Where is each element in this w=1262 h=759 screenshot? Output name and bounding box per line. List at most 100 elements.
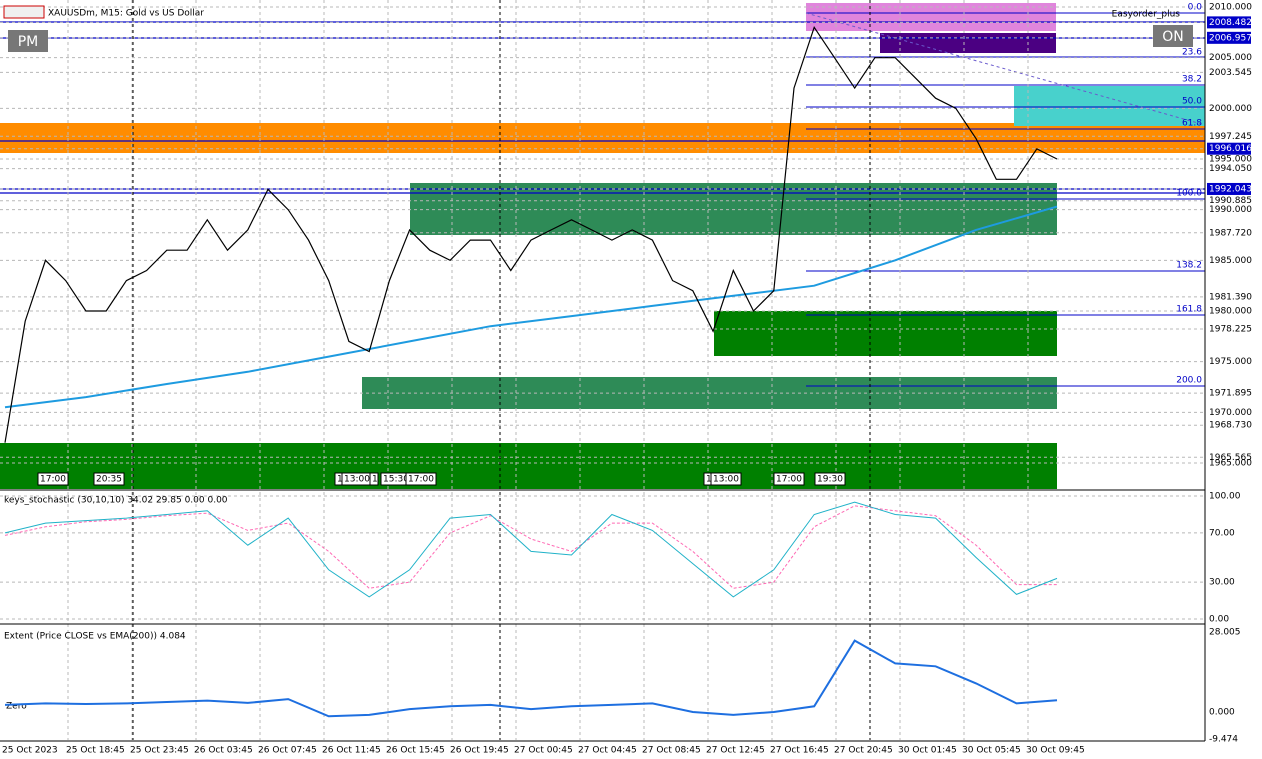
indicator-title: keys_stochastic (30,10,10) 34.02 29.85 0… bbox=[4, 496, 228, 506]
price-label: 1981.390 bbox=[1209, 292, 1252, 302]
price-label: 2006.957 bbox=[1209, 33, 1252, 43]
time-axis-label: 27 Oct 08:45 bbox=[642, 746, 701, 756]
time-tag bbox=[93, 472, 125, 486]
fib-label: 61.8 bbox=[1182, 119, 1202, 129]
price-line bbox=[4, 25, 1058, 443]
extent-axis-label: 28.005 bbox=[1209, 628, 1241, 638]
time-axis-label: 26 Oct 03:45 bbox=[194, 746, 253, 756]
zone bbox=[0, 443, 1057, 489]
price-label: 1997.245 bbox=[1209, 132, 1252, 142]
price-label: 1987.720 bbox=[1209, 228, 1252, 238]
zero-label: Zero bbox=[6, 702, 27, 712]
time-axis-label: 26 Oct 07:45 bbox=[258, 746, 317, 756]
time-tag-label: 20:35 bbox=[96, 475, 122, 485]
time-axis-label: 25 Oct 23:45 bbox=[130, 746, 189, 756]
time-tag-label: 1 bbox=[706, 475, 712, 485]
time-tag bbox=[37, 472, 69, 486]
time-tag bbox=[773, 472, 805, 486]
time-axis-label: 27 Oct 16:45 bbox=[770, 746, 829, 756]
fib-label: 200.0 bbox=[1176, 376, 1202, 386]
fib-label: 138.2 bbox=[1176, 261, 1202, 271]
extent-line bbox=[4, 639, 1058, 718]
price-tag bbox=[1207, 182, 1251, 195]
fib-label: 100.0 bbox=[1176, 189, 1202, 199]
price-label: 1975.000 bbox=[1209, 357, 1252, 367]
zone bbox=[1014, 86, 1205, 126]
time-tag bbox=[369, 472, 379, 486]
fib-label: 23.6 bbox=[1182, 48, 1202, 58]
time-axis-label: 30 Oct 05:45 bbox=[962, 746, 1021, 756]
price-tag bbox=[1207, 31, 1251, 44]
time-axis-label: 27 Oct 20:45 bbox=[834, 746, 893, 756]
price-label: 1971.895 bbox=[1209, 389, 1252, 399]
price-label: 1995.000 bbox=[1209, 155, 1252, 165]
fib-label: 50.0 bbox=[1182, 97, 1202, 107]
price-label: 1970.000 bbox=[1209, 408, 1252, 418]
price-label: 1990.885 bbox=[1209, 196, 1252, 206]
price-label: 1965.565 bbox=[1209, 453, 1252, 463]
on-label: ON bbox=[1162, 29, 1184, 45]
ema-line bbox=[4, 205, 1058, 409]
stoch-axis-label: 30.00 bbox=[1209, 578, 1235, 588]
stoch-axis-label: 100.00 bbox=[1209, 492, 1241, 502]
chart-title: XAUUSDm, M15: Gold vs US Dollar bbox=[48, 9, 204, 19]
price-label: 2005.000 bbox=[1209, 53, 1252, 63]
zone bbox=[880, 33, 1056, 53]
price-label: 2008.482 bbox=[1209, 18, 1252, 28]
stoch-axis-label: 0.00 bbox=[1209, 615, 1229, 625]
menu-icons[interactable] bbox=[3, 5, 45, 19]
price-label: 1990.000 bbox=[1209, 205, 1252, 215]
extent-axis-label: -9.474 bbox=[1209, 735, 1238, 745]
time-tag bbox=[814, 472, 846, 486]
price-label: 2000.000 bbox=[1209, 104, 1252, 114]
zone bbox=[410, 183, 1057, 235]
time-tag-label: 15:30 bbox=[383, 475, 409, 485]
price-label: 1980.000 bbox=[1209, 307, 1252, 317]
time-axis-label: 30 Oct 01:45 bbox=[898, 746, 957, 756]
price-label: 2003.545 bbox=[1209, 68, 1252, 78]
pm-label: PM bbox=[18, 34, 39, 50]
time-tag bbox=[405, 472, 437, 486]
time-tag-label: 17:00 bbox=[776, 475, 802, 485]
pm-button[interactable] bbox=[8, 30, 48, 52]
time-tag-label: 13:00 bbox=[344, 475, 370, 485]
time-axis-label: 26 Oct 19:45 bbox=[450, 746, 509, 756]
time-tag-label: 17:00 bbox=[40, 475, 66, 485]
price-tag bbox=[1207, 16, 1251, 29]
price-label: 1978.225 bbox=[1209, 324, 1252, 334]
time-axis-label: 25 Oct 2023 bbox=[2, 746, 58, 756]
zone bbox=[0, 123, 1205, 153]
zone bbox=[714, 311, 1057, 356]
time-axis-label: 27 Oct 00:45 bbox=[514, 746, 573, 756]
zone bbox=[806, 3, 1056, 31]
fib-label: 0.0 bbox=[1188, 3, 1203, 13]
on-button[interactable] bbox=[1153, 25, 1193, 47]
time-axis-label: 26 Oct 15:45 bbox=[386, 746, 445, 756]
price-tag bbox=[1207, 142, 1251, 155]
price-label: 1985.000 bbox=[1209, 256, 1252, 266]
indicator-title: Extent (Price CLOSE vs EMA(200)) 4.084 bbox=[4, 632, 186, 642]
price-label: 1992.043 bbox=[1209, 184, 1252, 194]
time-tag-label: 17:00 bbox=[408, 475, 434, 485]
fib-label: 38.2 bbox=[1182, 75, 1202, 85]
grid bbox=[0, 0, 1205, 740]
fib-label: 161.8 bbox=[1176, 305, 1202, 315]
time-axis-label: 27 Oct 12:45 bbox=[706, 746, 765, 756]
panel-label[interactable]: Easyorder_plus bbox=[1112, 10, 1181, 20]
time-tag-label: 1 bbox=[372, 475, 378, 485]
time-axis-label: 30 Oct 09:45 bbox=[1026, 746, 1085, 756]
time-tag-label: 19:30 bbox=[817, 475, 843, 485]
time-tag-label: 1 bbox=[337, 475, 343, 485]
time-tag-label: 13:00 bbox=[713, 475, 739, 485]
price-label: 1968.730 bbox=[1209, 421, 1252, 431]
time-axis-label: 27 Oct 04:45 bbox=[578, 746, 637, 756]
time-tag bbox=[710, 472, 742, 486]
fib-lines bbox=[806, 12, 1205, 387]
time-axis-label: 25 Oct 18:45 bbox=[66, 746, 125, 756]
stoch-axis-label: 70.00 bbox=[1209, 528, 1235, 538]
price-label: 2010.000 bbox=[1209, 3, 1252, 13]
time-axis-label: 26 Oct 11:45 bbox=[322, 746, 381, 756]
price-label: 1965.000 bbox=[1209, 459, 1252, 469]
stoch-signal bbox=[4, 505, 1057, 589]
